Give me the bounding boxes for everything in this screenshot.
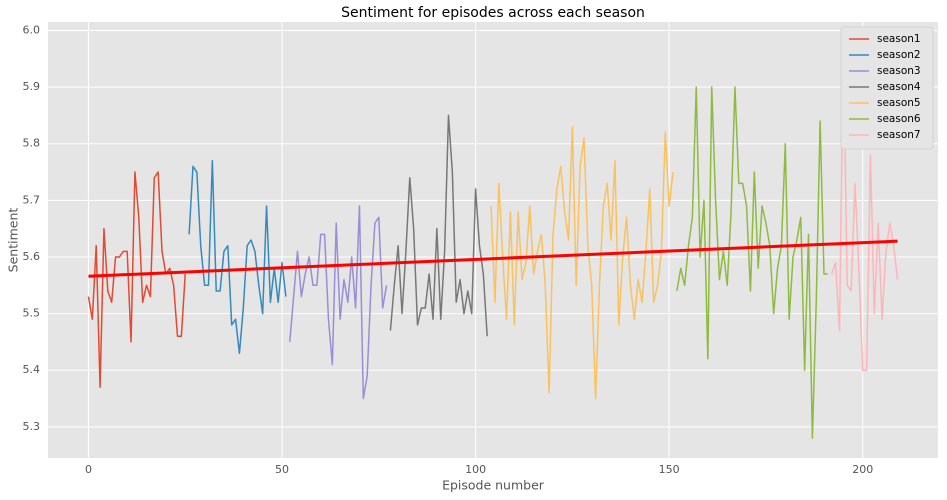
legend-label: season4 [877, 81, 921, 93]
legend-label: season3 [877, 65, 921, 77]
series-line [188, 159, 287, 354]
x-tick-label: 150 [659, 463, 680, 476]
trend-line [88, 239, 898, 278]
series-line [289, 205, 388, 400]
series-line [87, 171, 186, 388]
y-axis-label: Sentiment [6, 208, 21, 273]
legend-label: season5 [877, 97, 921, 109]
legend-label: season6 [877, 113, 921, 125]
x-tick-label: 50 [275, 463, 289, 476]
chart-title: Sentiment for episodes across each seaso… [341, 5, 645, 21]
y-tick-label: 6.0 [23, 23, 41, 36]
series-line [490, 126, 674, 400]
x-tick-label: 100 [465, 463, 486, 476]
y-tick-label: 5.3 [23, 420, 41, 433]
x-tick-label: 200 [852, 463, 873, 476]
x-axis-label: Episode number [442, 478, 545, 493]
legend-label: season1 [877, 33, 921, 45]
y-tick-label: 5.5 [23, 307, 41, 320]
y-tick-label: 5.6 [23, 250, 41, 263]
legend-label: season7 [877, 129, 921, 141]
series-line [389, 114, 488, 337]
x-tick-label: 0 [85, 463, 92, 476]
y-tick-label: 5.9 [23, 80, 41, 93]
y-tick-label: 5.8 [23, 137, 41, 150]
y-tick-label: 5.7 [23, 193, 41, 206]
series-line [676, 86, 828, 439]
y-tick-label: 5.4 [23, 363, 41, 376]
legend-label: season2 [877, 49, 921, 61]
